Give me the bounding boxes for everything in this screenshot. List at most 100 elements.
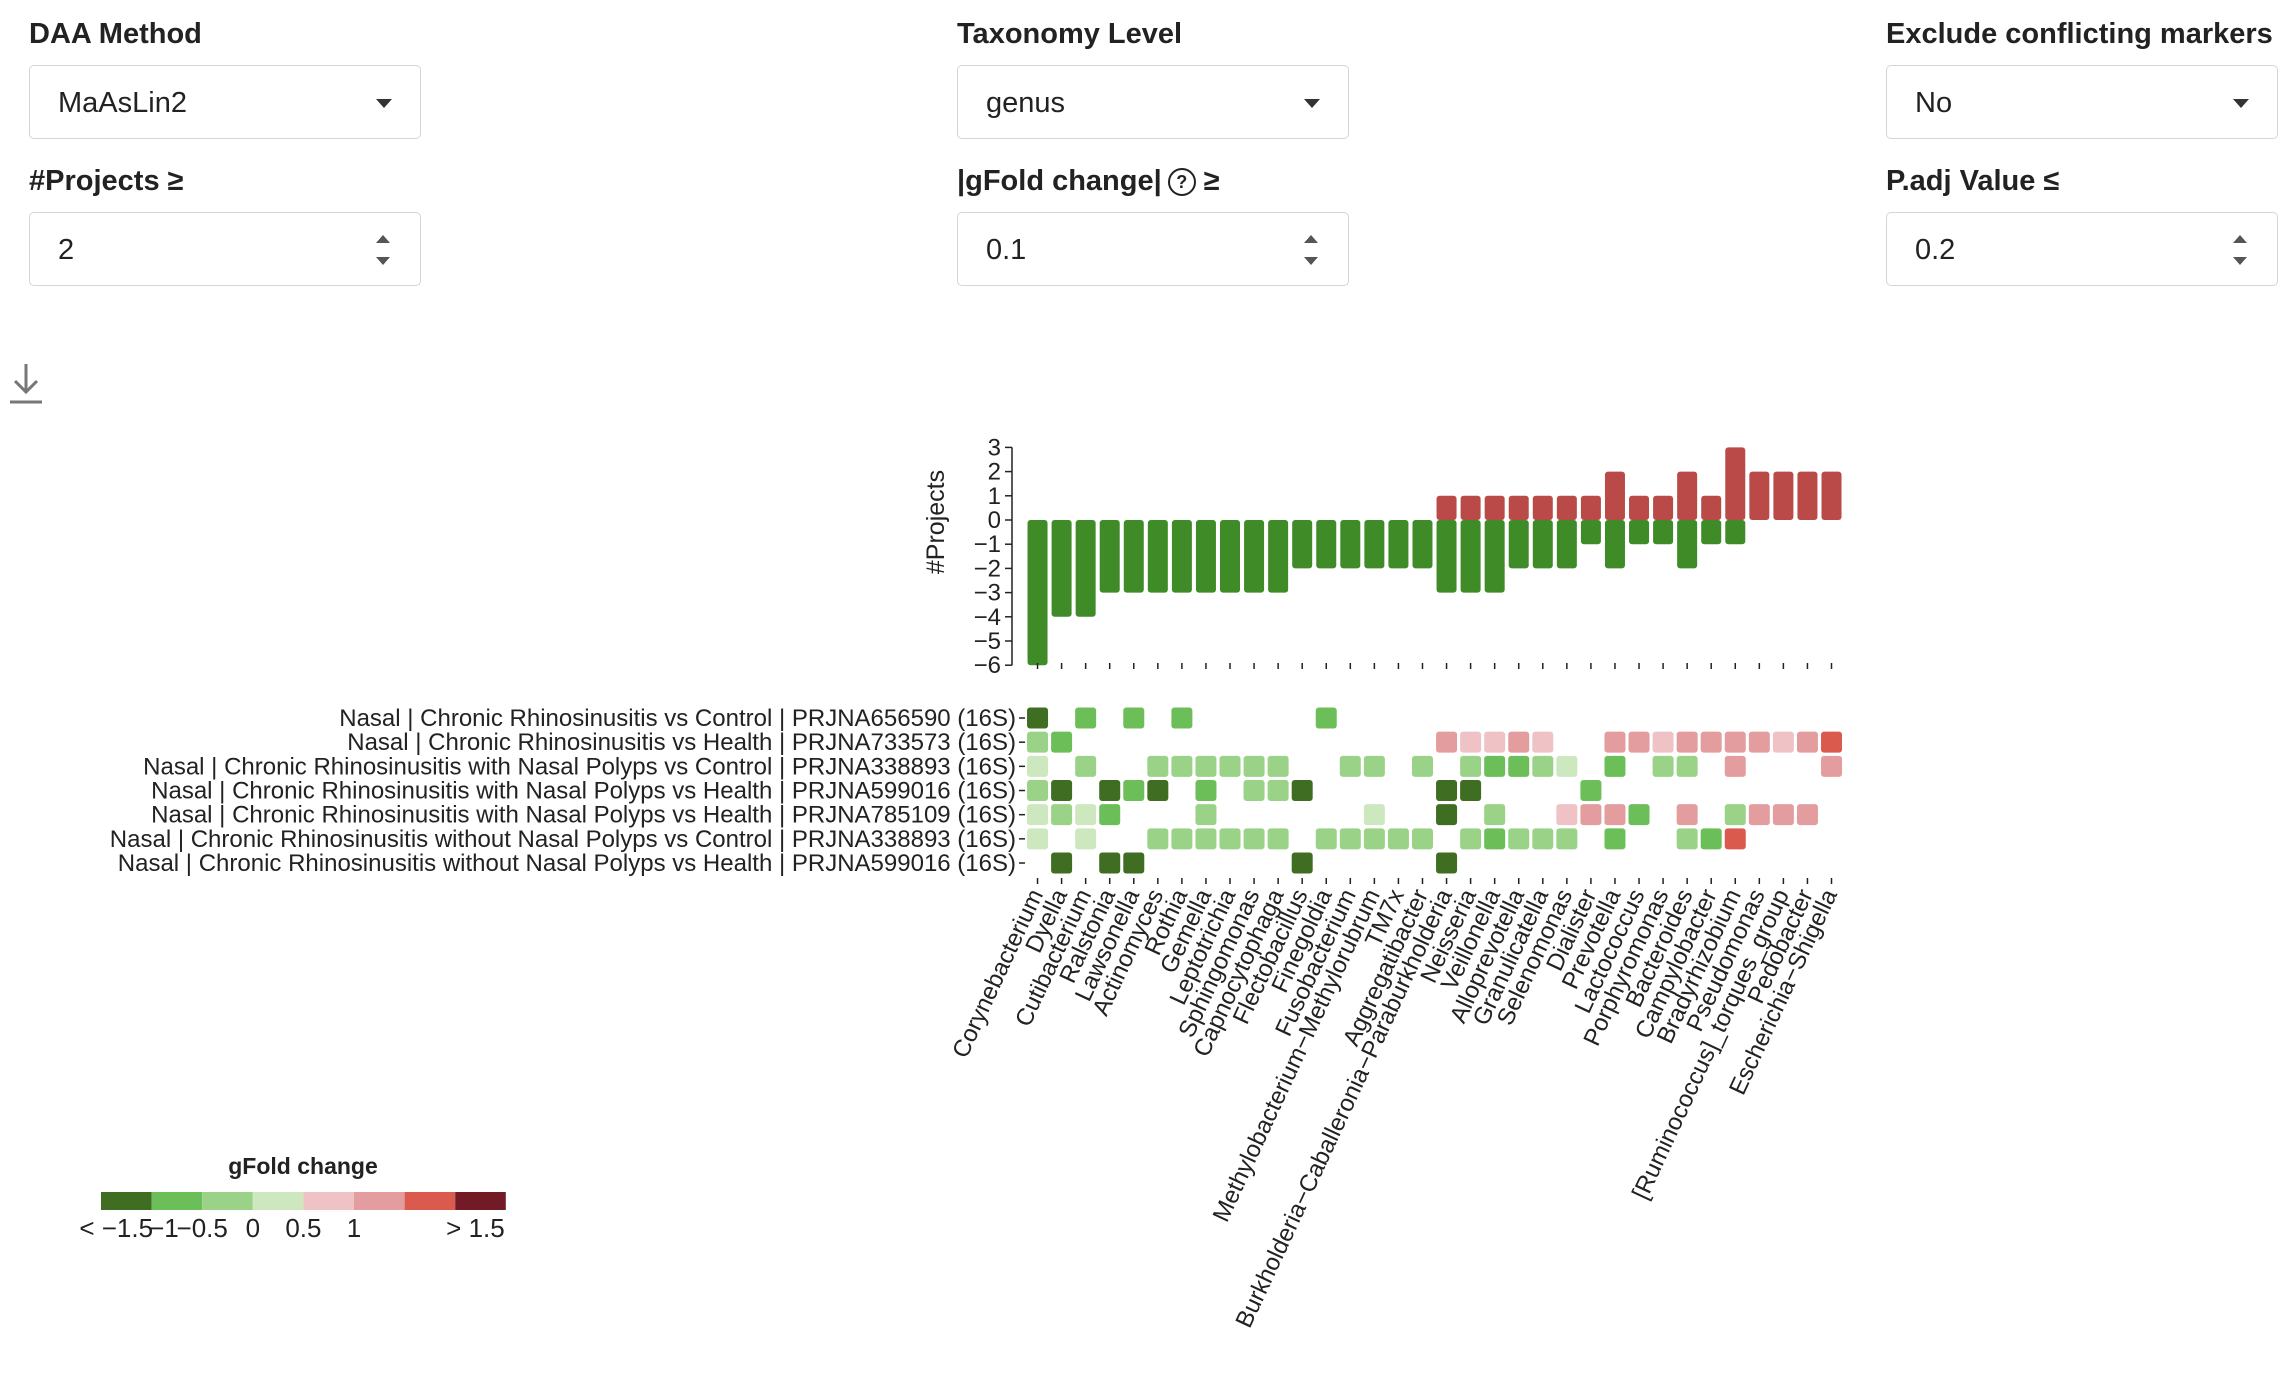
heatmap-cell [1171, 755, 1193, 777]
bar-negative [1147, 520, 1168, 593]
heatmap-cell [1147, 828, 1169, 850]
exclude-conflicting-label: Exclude conflicting markers [1886, 18, 2273, 50]
daa-method-label: DAA Method [29, 18, 202, 50]
bar-y-tick-label: −5 [974, 628, 1001, 655]
heatmap-cell [1676, 828, 1698, 850]
heatmap-cell [1171, 828, 1193, 850]
bar-negative [1436, 520, 1457, 593]
heatmap-cell [1099, 852, 1121, 874]
heatmap-cell [1075, 707, 1097, 729]
heatmap-cell [1748, 804, 1770, 826]
bar-negative [1412, 520, 1433, 569]
bar-y-tick-label: −2 [974, 555, 1001, 582]
daa-method-select[interactable]: MaAsLin2 [29, 65, 421, 139]
bar-positive [1749, 471, 1770, 520]
bar-negative [1316, 520, 1337, 569]
gfold-min-input[interactable]: 0.1 [957, 212, 1349, 286]
heatmap-cell [1436, 780, 1458, 802]
legend-swatch [455, 1192, 506, 1210]
heatmap-cell [1580, 804, 1602, 826]
projects-min-input[interactable]: 2 [29, 212, 421, 286]
heatmap-cell [1027, 780, 1049, 802]
legend-tick-label: > 1.5 [446, 1213, 505, 1243]
heatmap-cell [1243, 828, 1265, 850]
bar-positive [1701, 495, 1722, 520]
heatmap-cell [1628, 804, 1650, 826]
heatmap-cell [1772, 731, 1794, 753]
legend-swatch [354, 1192, 405, 1210]
bar-negative [1701, 520, 1722, 545]
gfold-min-label: |gFold change|? ≥ [957, 165, 1220, 198]
heatmap-cell [1051, 852, 1073, 874]
gfold-min-label-text: |gFold change| [957, 165, 1162, 197]
heatmap-cell [1267, 780, 1289, 802]
exclude-conflicting-select[interactable]: No [1886, 65, 2278, 139]
bar-negative [1099, 520, 1120, 593]
heatmap-cell [1484, 804, 1506, 826]
heatmap-cell [1075, 755, 1097, 777]
bar-negative [1364, 520, 1385, 569]
heatmap-cell [1436, 852, 1458, 874]
heatmap-cell [1243, 755, 1265, 777]
help-icon[interactable]: ? [1167, 168, 1196, 196]
heatmap-cell [1147, 780, 1169, 802]
legend-tick-label: 0 [246, 1213, 260, 1243]
heatmap-cell [1796, 731, 1818, 753]
heatmap-cell [1436, 804, 1458, 826]
bar-positive [1532, 495, 1553, 520]
bar-positive [1653, 495, 1674, 520]
taxonomy-level-select[interactable]: genus [957, 65, 1349, 139]
heatmap-cell [1604, 755, 1626, 777]
projects-min-value: 2 [58, 234, 75, 266]
padj-max-input[interactable]: 0.2 [1886, 212, 2278, 286]
gfold-min-ge: ≥ [1203, 165, 1220, 197]
heatmap-cell [1796, 804, 1818, 826]
bar-negative [1195, 520, 1216, 593]
heatmap-row-label: Nasal | Chronic Rhinosinusitis with Nasa… [151, 802, 1016, 829]
heatmap-cell [1580, 780, 1602, 802]
heatmap-cell [1604, 828, 1626, 850]
bar-negative [1556, 520, 1577, 569]
heatmap-cell [1099, 804, 1121, 826]
bar-negative [1051, 520, 1072, 617]
legend-swatch [101, 1192, 152, 1210]
bar-positive [1773, 471, 1794, 520]
bar-positive [1508, 495, 1529, 520]
heatmap-cell [1724, 731, 1746, 753]
heatmap-cell [1676, 731, 1698, 753]
heatmap-cell [1556, 755, 1578, 777]
bar-negative [1484, 520, 1505, 593]
heatmap-cell [1484, 755, 1506, 777]
spinner-icon[interactable] [376, 235, 390, 265]
heatmap-row-label: Nasal | Chronic Rhinosinusitis with Nasa… [151, 778, 1016, 805]
heatmap-cell [1147, 755, 1169, 777]
heatmap-cell [1460, 780, 1482, 802]
legend-tick-label: < −1.5 [79, 1213, 153, 1243]
heatmap-cell [1315, 828, 1337, 850]
bar-negative [1508, 520, 1529, 569]
heatmap-cell [1748, 731, 1770, 753]
heatmap-cell [1219, 755, 1241, 777]
heatmap-cell [1363, 804, 1385, 826]
bar-negative [1075, 520, 1096, 617]
bar-positive [1821, 471, 1842, 520]
bar-negative [1123, 520, 1144, 593]
heatmap-cell [1484, 828, 1506, 850]
download-icon[interactable] [8, 362, 44, 406]
bar-positive [1436, 495, 1457, 520]
legend-tick-label: 0.5 [285, 1213, 321, 1243]
legend-swatch [151, 1192, 203, 1210]
projects-min-label: #Projects ≥ [29, 165, 184, 197]
spinner-icon[interactable] [1304, 235, 1318, 265]
heatmap-cell [1532, 755, 1554, 777]
heatmap-cell [1243, 780, 1265, 802]
heatmap-cell [1051, 804, 1073, 826]
bar-negative [1292, 520, 1313, 569]
heatmap-cell [1171, 707, 1193, 729]
heatmap-cell [1339, 828, 1361, 850]
spinner-icon[interactable] [2233, 235, 2247, 265]
bar-y-tick-label: −6 [974, 652, 1001, 679]
heatmap-cell [1508, 755, 1530, 777]
heatmap-cell [1027, 804, 1049, 826]
bar-negative [1604, 520, 1625, 569]
